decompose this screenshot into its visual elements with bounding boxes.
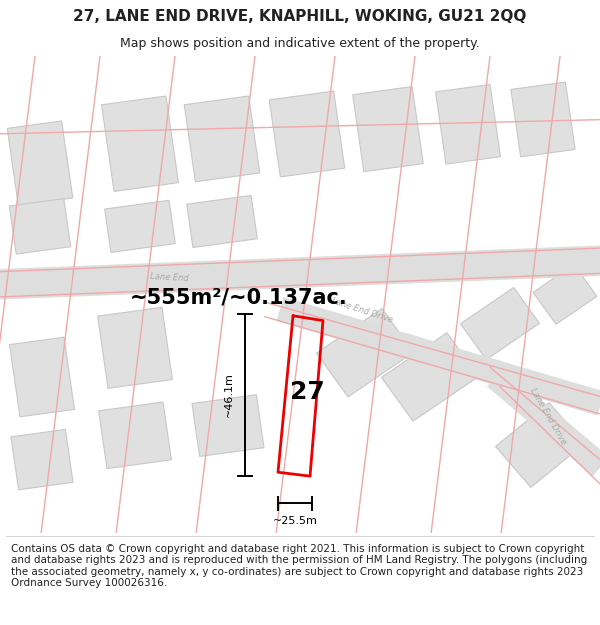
Bar bbox=[533, 264, 597, 324]
Text: ~25.5m: ~25.5m bbox=[272, 516, 317, 526]
Text: 27: 27 bbox=[290, 379, 325, 404]
Bar bbox=[496, 402, 584, 488]
Bar bbox=[98, 402, 172, 469]
Text: Lane End Drive: Lane End Drive bbox=[330, 297, 394, 325]
Bar bbox=[184, 96, 260, 182]
Text: ~46.1m: ~46.1m bbox=[224, 372, 234, 418]
Bar bbox=[460, 288, 539, 359]
Text: Map shows position and indicative extent of the property.: Map shows position and indicative extent… bbox=[120, 38, 480, 51]
Text: 27, LANE END DRIVE, KNAPHILL, WOKING, GU21 2QQ: 27, LANE END DRIVE, KNAPHILL, WOKING, GU… bbox=[73, 9, 527, 24]
Bar bbox=[98, 308, 172, 388]
Text: Lane End Drive: Lane End Drive bbox=[528, 386, 568, 446]
Text: Lane End: Lane End bbox=[150, 272, 189, 283]
Bar bbox=[187, 196, 257, 248]
Bar bbox=[353, 87, 423, 172]
Bar bbox=[436, 84, 500, 164]
Bar bbox=[11, 429, 73, 490]
Text: ~555m²/~0.137ac.: ~555m²/~0.137ac. bbox=[130, 288, 348, 308]
Text: Contains OS data © Crown copyright and database right 2021. This information is : Contains OS data © Crown copyright and d… bbox=[11, 544, 587, 588]
Bar bbox=[269, 91, 345, 177]
Bar bbox=[511, 82, 575, 157]
Bar bbox=[382, 332, 479, 421]
Bar bbox=[10, 337, 74, 417]
Bar bbox=[7, 121, 73, 206]
Bar bbox=[316, 309, 413, 397]
Bar bbox=[9, 199, 71, 254]
Bar bbox=[101, 96, 178, 191]
Bar bbox=[192, 395, 264, 456]
Bar bbox=[104, 200, 175, 252]
